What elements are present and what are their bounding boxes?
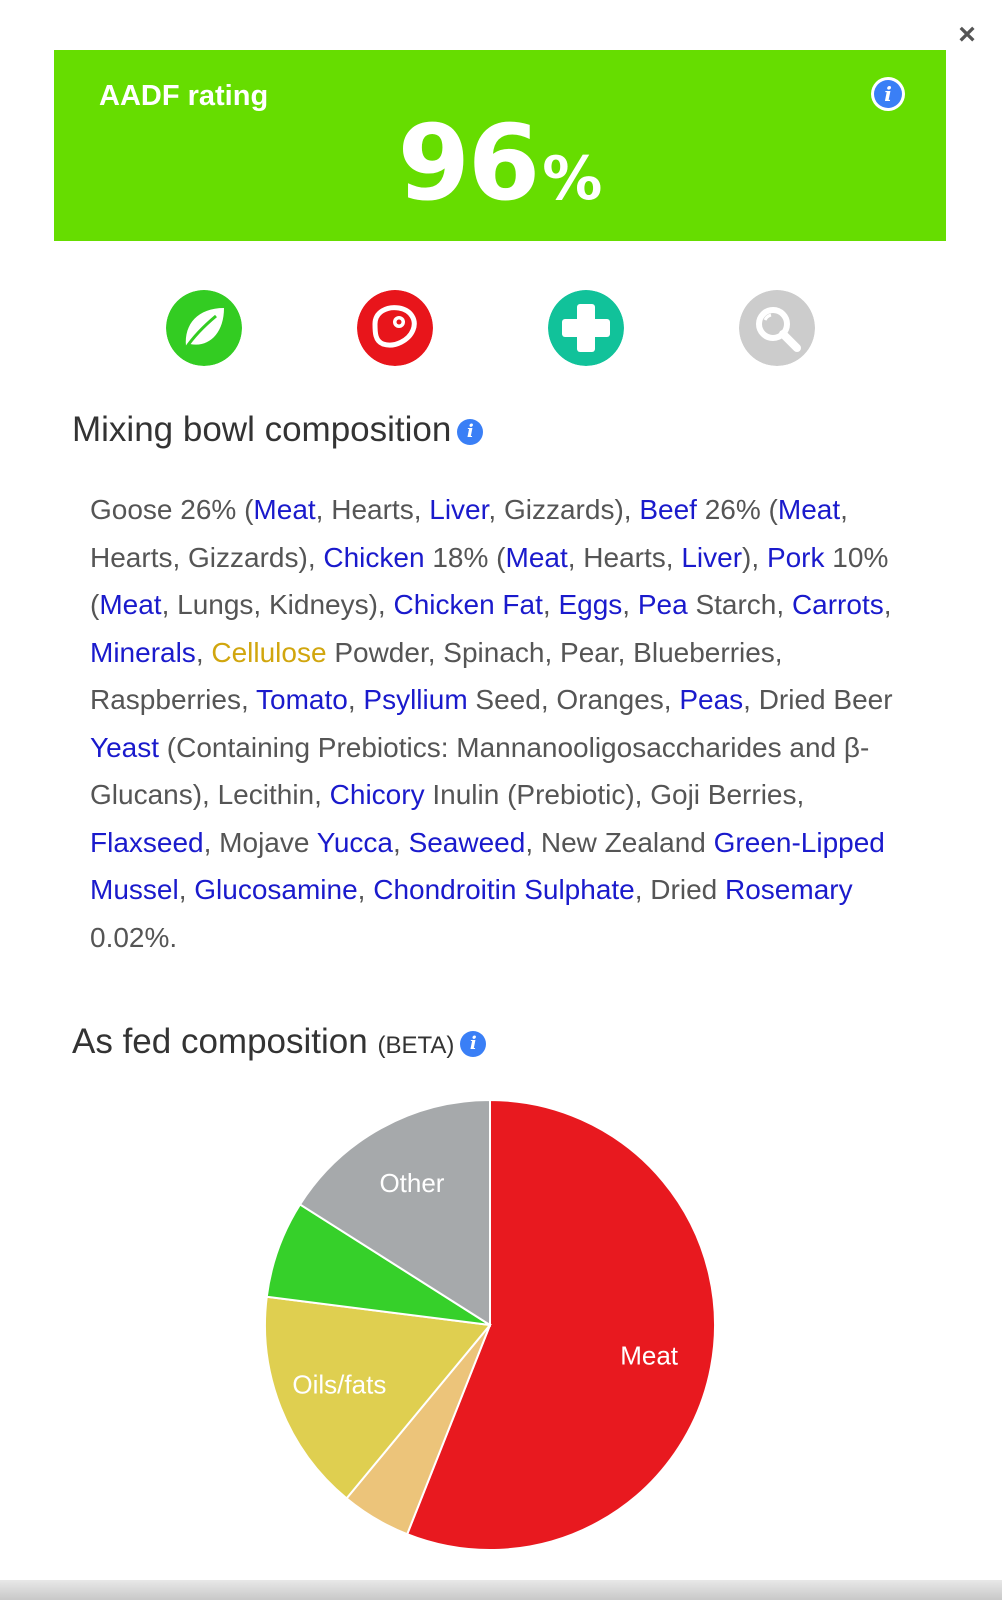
ingredient-link[interactable]: Glucosamine [194,874,358,905]
health-cross-icon[interactable] [548,290,624,366]
ingredient-text: , Hearts, Gizzards), [90,494,848,573]
ingredient-text: Inulin (Prebiotic), Goji Berries, [424,779,805,810]
ingredient-link[interactable]: Yucca [316,826,393,858]
ingredient-link[interactable]: Meat [253,494,316,525]
badge-row [0,290,1002,370]
ingredient-link[interactable]: Liver [681,541,743,573]
rating-unit: % [542,144,603,214]
ingredient-link-flagged[interactable]: Cellulose [211,636,327,668]
ingredient-text: ), [742,541,767,573]
ingredient-text: , [883,589,892,620]
pie-slice [405,1100,716,1551]
ingredient-text: Powder, Spinach, Pear, Blueberries, Rasp… [90,636,783,716]
ingredient-link[interactable]: Liver [429,494,489,525]
ingredient-link[interactable]: Minerals [90,636,196,668]
ingredient-link[interactable]: Chondroitin Sulphate [373,874,635,905]
ingredient-text: 26% ( [696,494,778,525]
ingredient-link[interactable]: Beef [639,494,697,525]
ingredient-link[interactable]: Chicken Fat [393,589,543,620]
ingredient-link[interactable]: Meat [99,589,162,620]
ingredient-text: (Containing Prebiotics: Mannanooligosacc… [90,731,870,811]
pie-slice [264,1295,492,1500]
as-fed-pie-chart: Meat Oils/fats Other [264,1100,716,1551]
ingredient-text: , [622,589,638,620]
ingredient-text: 10% ( [90,541,889,621]
beta-label: (BETA) [377,1032,455,1059]
ingredient-text: , Hearts, [315,494,430,525]
pie-slice [298,1100,491,1327]
ingredients-list: Goose 26% (Meat, Hearts, Liver, Gizzards… [90,486,910,961]
rating-value: 96% [54,102,946,224]
ingredient-text: , Dried Beer [743,684,893,715]
close-button[interactable]: × [958,18,976,51]
ingredient-link[interactable]: Seaweed [408,826,526,858]
window-bottom-edge [0,1580,1002,1600]
ingredient-text: , [195,636,212,668]
pie-slice-label: Meat [620,1340,679,1370]
rating-label: AADF rating [99,80,269,112]
ingredient-text: , [542,589,559,620]
pie-slice-label: Other [379,1168,444,1198]
meat-icon[interactable] [357,290,433,366]
as-fed-info-icon[interactable]: i [460,1030,487,1057]
as-fed-title: As fed composition (BETA) i [72,1022,487,1062]
ingredient-text: Starch, [687,589,792,620]
ingredient-text: Seed, Oranges, [467,684,680,715]
ingredient-link[interactable]: Psyllium [363,684,468,715]
ingredient-text: , [178,874,195,905]
rating-number: 96 [397,102,541,224]
ingredient-text: , Lungs, Kidneys), [161,589,394,620]
ingredient-text: , [393,826,409,858]
search-icon[interactable] [739,290,815,366]
ingredient-link[interactable]: Green-Lipped Mussel [90,826,885,906]
leaf-icon[interactable] [166,290,242,366]
ingredient-link[interactable]: Chicken [323,541,425,573]
ingredient-link[interactable]: Flaxseed [90,826,204,858]
ingredient-text: , Gizzards), [488,494,640,525]
pie-slice-label: Oils/fats [292,1370,386,1400]
ingredient-link[interactable]: Carrots [791,589,884,620]
ingredient-link[interactable]: Tomato [256,684,348,715]
ingredient-link[interactable]: Pea [637,589,688,620]
ingredient-text: , [357,874,374,905]
as-fed-title-text: As fed composition [72,1022,368,1061]
ingredient-link[interactable]: Eggs [558,589,623,620]
mixing-bowl-title-text: Mixing bowl composition [72,410,452,449]
ingredient-link[interactable]: Pork [766,541,825,573]
ingredient-link[interactable]: Rosemary [725,874,853,905]
ingredient-link[interactable]: Peas [679,684,744,715]
mixing-bowl-title: Mixing bowl composition i [72,410,484,450]
ingredient-link[interactable]: Meat [777,494,841,525]
ingredient-link[interactable]: Chicory [329,779,425,810]
rating-banner: AADF rating 96% i [54,50,946,241]
rating-info-icon[interactable]: i [874,80,902,108]
ingredient-text: , Dried [634,874,725,905]
ingredient-text: , Hearts, [567,541,682,573]
ingredient-text: , Mojave [203,826,317,858]
mixing-bowl-info-icon[interactable]: i [457,418,484,445]
ingredient-text: , New Zealand [525,826,714,858]
ingredient-link[interactable]: Meat [505,541,568,573]
ingredient-text: 18% ( [424,541,506,573]
ingredient-text: Goose 26% ( [90,494,254,525]
ingredient-text: 0.02%. [90,921,178,953]
ingredient-text: , [347,684,364,715]
ingredient-link[interactable]: Yeast [90,731,160,763]
